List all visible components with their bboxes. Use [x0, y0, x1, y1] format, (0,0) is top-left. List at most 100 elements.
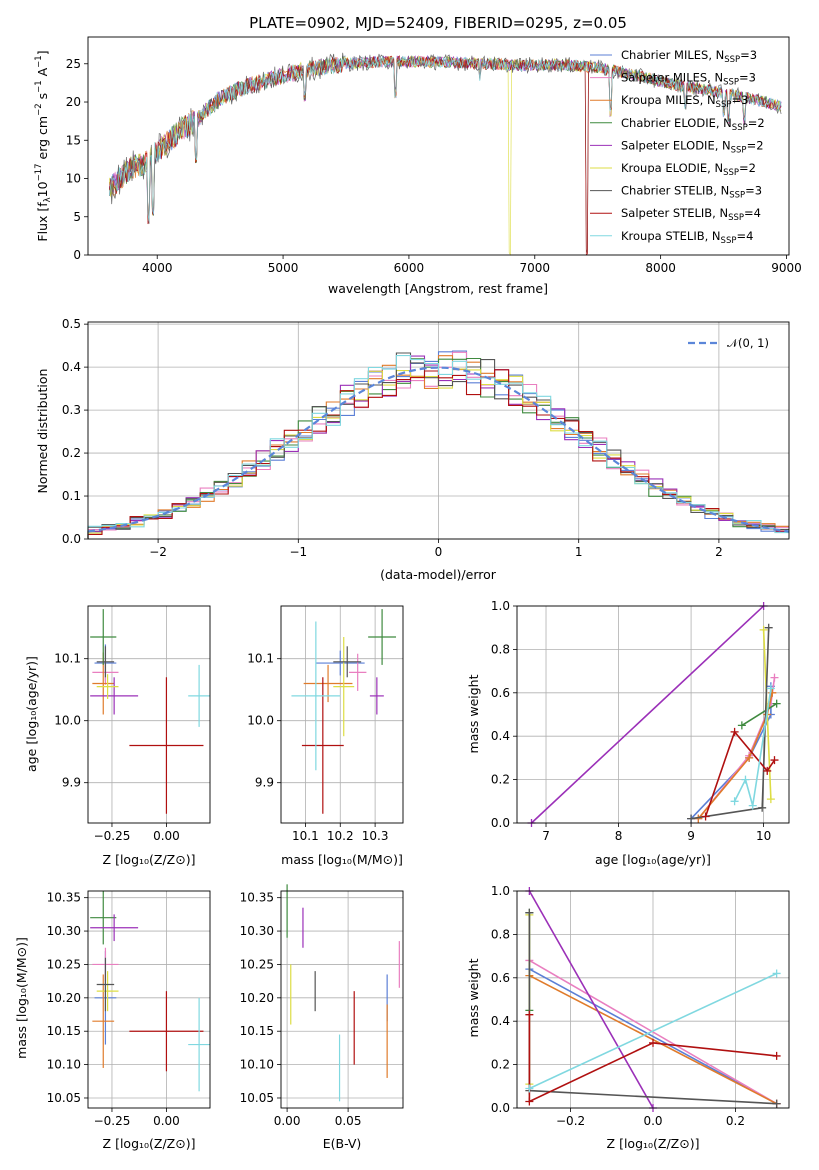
weight-marker-kroupa-stelib: [766, 684, 775, 693]
residual-axes: −2 −1 0 1 2 0.0 0.1 0.2 0.3 0.4 0.5: [62, 317, 790, 559]
y-tick-label: 9.9: [255, 776, 274, 790]
y-tick-label: 10.0: [247, 714, 274, 728]
legend-label-salpeter-stelib: Salpeter STELIB, NSSP=4: [621, 206, 761, 223]
y-tick-label: 0.1: [62, 489, 81, 503]
spectrum-axes: 4000 5000 6000 7000 8000 9000 0 5 10 15 20 25: [66, 36, 802, 275]
hist-kroupa-stelib: [87, 355, 789, 539]
y-tick-label: 10.35: [240, 891, 274, 905]
x-tick-label: 1: [575, 545, 583, 559]
y-tick-label: 0.8: [491, 642, 510, 656]
ebv-mass-xlabel: E(B-V): [323, 1136, 362, 1151]
y-tick-label: 0.0: [491, 1101, 510, 1115]
y-tick-label: 0: [73, 248, 81, 262]
weight-marker-kroupa-stelib: [772, 969, 781, 978]
y-tick-label: 10.30: [240, 924, 274, 938]
z-mass-xlabel: Z [log₁₀(Z/Z⊙)]: [103, 1136, 196, 1151]
y-tick-label: 0.0: [491, 816, 510, 830]
x-tick-label: 7000: [520, 261, 551, 275]
x-tick-label: 0: [435, 545, 443, 559]
y-tick-label: 9.9: [62, 776, 81, 790]
weight-line-chabrier-stelib: [690, 627, 770, 820]
weight-line-salpeter-elodie: [530, 605, 765, 824]
x-tick-label: 5000: [268, 261, 299, 275]
spectrum-kroupa-stelib: [109, 55, 782, 222]
age-weight-panel: age [log₁₀(age/yr)] mass weight 7 8 9 10 0.0…: [466, 599, 790, 867]
axes-frame: [516, 890, 790, 1109]
weight-line-salpeter-miles: [528, 959, 778, 1105]
weight-line-kroupa-stelib: [733, 688, 772, 806]
y-tick-label: 1.0: [491, 599, 510, 613]
y-tick-label: 0.4: [491, 1014, 510, 1028]
x-tick-label: 9000: [771, 261, 802, 275]
weight-marker-salpeter-stelib: [701, 812, 710, 821]
axes-frame: [87, 605, 211, 824]
y-tick-label: 10: [66, 172, 81, 186]
z-mass-ylabel: mass [log₁₀(M/M⊙)]: [14, 937, 29, 1059]
y-tick-label: 0.5: [62, 317, 81, 331]
x-tick-label: 0.0: [643, 1114, 662, 1128]
y-tick-label: 0.8: [491, 927, 510, 941]
x-tick-label: 10.3: [362, 829, 389, 843]
weight-marker-kroupa-miles: [745, 753, 754, 762]
residual-legend: 𝒩(0, 1): [688, 336, 769, 350]
y-tick-label: 20: [66, 95, 81, 109]
axes-frame: [280, 890, 404, 1109]
y-tick-label: 0.2: [491, 1058, 510, 1072]
weight-marker-chabrier-elodie: [772, 699, 781, 708]
legend-label-chabrier-stelib: Chabrier STELIB, NSSP=3: [621, 184, 762, 201]
spectrum-traces: [109, 52, 782, 256]
weight-marker-salpeter-miles: [770, 673, 779, 682]
x-tick-label: 6000: [394, 261, 425, 275]
weight-marker-chabrier-stelib: [772, 1099, 781, 1108]
weight-line-chabrier-miles: [690, 686, 772, 820]
axes-frame: [87, 890, 211, 1109]
weight-marker-chabrier-stelib: [764, 623, 773, 632]
z-mass-panel: Z [log₁₀(Z/Z⊙)] mass [log₁₀(M/M⊙)] −0.25…: [14, 890, 211, 1151]
axes-frame: [87, 321, 790, 540]
x-tick-label: 2: [715, 545, 723, 559]
y-tick-label: 10.30: [47, 924, 81, 938]
mass-age-panel: mass [log₁₀(M/M⊙)] 10.1 10.2 10.3 9.9 10.0 10…: [247, 605, 404, 867]
y-tick-label: 0.4: [491, 729, 510, 743]
x-tick-label: −2: [149, 545, 167, 559]
y-tick-label: 0.6: [491, 686, 510, 700]
y-tick-label: 10.10: [240, 1058, 274, 1072]
weight-line-chabrier-elodie: [741, 702, 778, 727]
y-tick-label: 0.6: [491, 971, 510, 985]
legend-label-chabrier-miles: Chabrier MILES, NSSP=3: [621, 48, 757, 65]
y-tick-label: 15: [66, 133, 81, 147]
y-tick-label: 10.05: [240, 1091, 274, 1105]
y-tick-label: 10.0: [54, 714, 81, 728]
y-tick-label: 0.4: [62, 360, 81, 374]
x-tick-label: 0.00: [274, 1114, 301, 1128]
weight-marker-salpeter-stelib: [730, 727, 739, 736]
weight-marker-kroupa-elodie: [759, 625, 768, 634]
normal-legend-label: 𝒩(0, 1): [727, 336, 769, 350]
weight-marker-kroupa-elodie: [766, 795, 775, 804]
spectrum-salpeter-stelib: [109, 55, 782, 256]
weight-line-salpeter-stelib: [528, 1014, 777, 1103]
y-tick-label: 25: [66, 57, 81, 71]
spectrum-legend: Chabrier MILES, NSSP=3 Salpeter MILES, NS…: [590, 48, 765, 246]
spectrum-panel: PLATE=0902, MJD=52409, FIBERID=0295, z=0…: [34, 14, 802, 296]
y-tick-label: 10.35: [47, 891, 81, 905]
age-weight-ylabel: mass weight: [466, 674, 481, 753]
weight-marker-chabrier-stelib: [687, 814, 696, 823]
residual-ylabel: Normed distribution: [35, 369, 50, 494]
x-tick-label: 7: [542, 829, 550, 843]
legend-label-kroupa-miles: Kroupa MILES, NSSP=3: [621, 93, 748, 110]
spectrum-ylabel: Flux [fλ10−17 erg cm−2 s−1 A−1]: [34, 50, 53, 241]
y-tick-label: 10.1: [54, 652, 81, 666]
age-weight-xlabel: age [log₁₀(age/yr)]: [595, 852, 711, 867]
y-tick-label: 10.15: [240, 1024, 274, 1038]
ebv-mass-panel: E(B-V) 0.00 0.05 10.05 10.10 10.15 10.20 10.25…: [240, 884, 404, 1151]
z-weight-ylabel: mass weight: [466, 958, 481, 1037]
x-tick-label: 8000: [645, 261, 676, 275]
y-tick-label: 10.15: [47, 1024, 81, 1038]
weight-marker-kroupa-stelib: [730, 797, 739, 806]
weight-marker-salpeter-stelib: [525, 1010, 534, 1019]
weight-marker-salpeter-stelib: [772, 1051, 781, 1060]
weight-line-chabrier-miles: [529, 968, 777, 1105]
y-tick-label: 0.2: [491, 773, 510, 787]
